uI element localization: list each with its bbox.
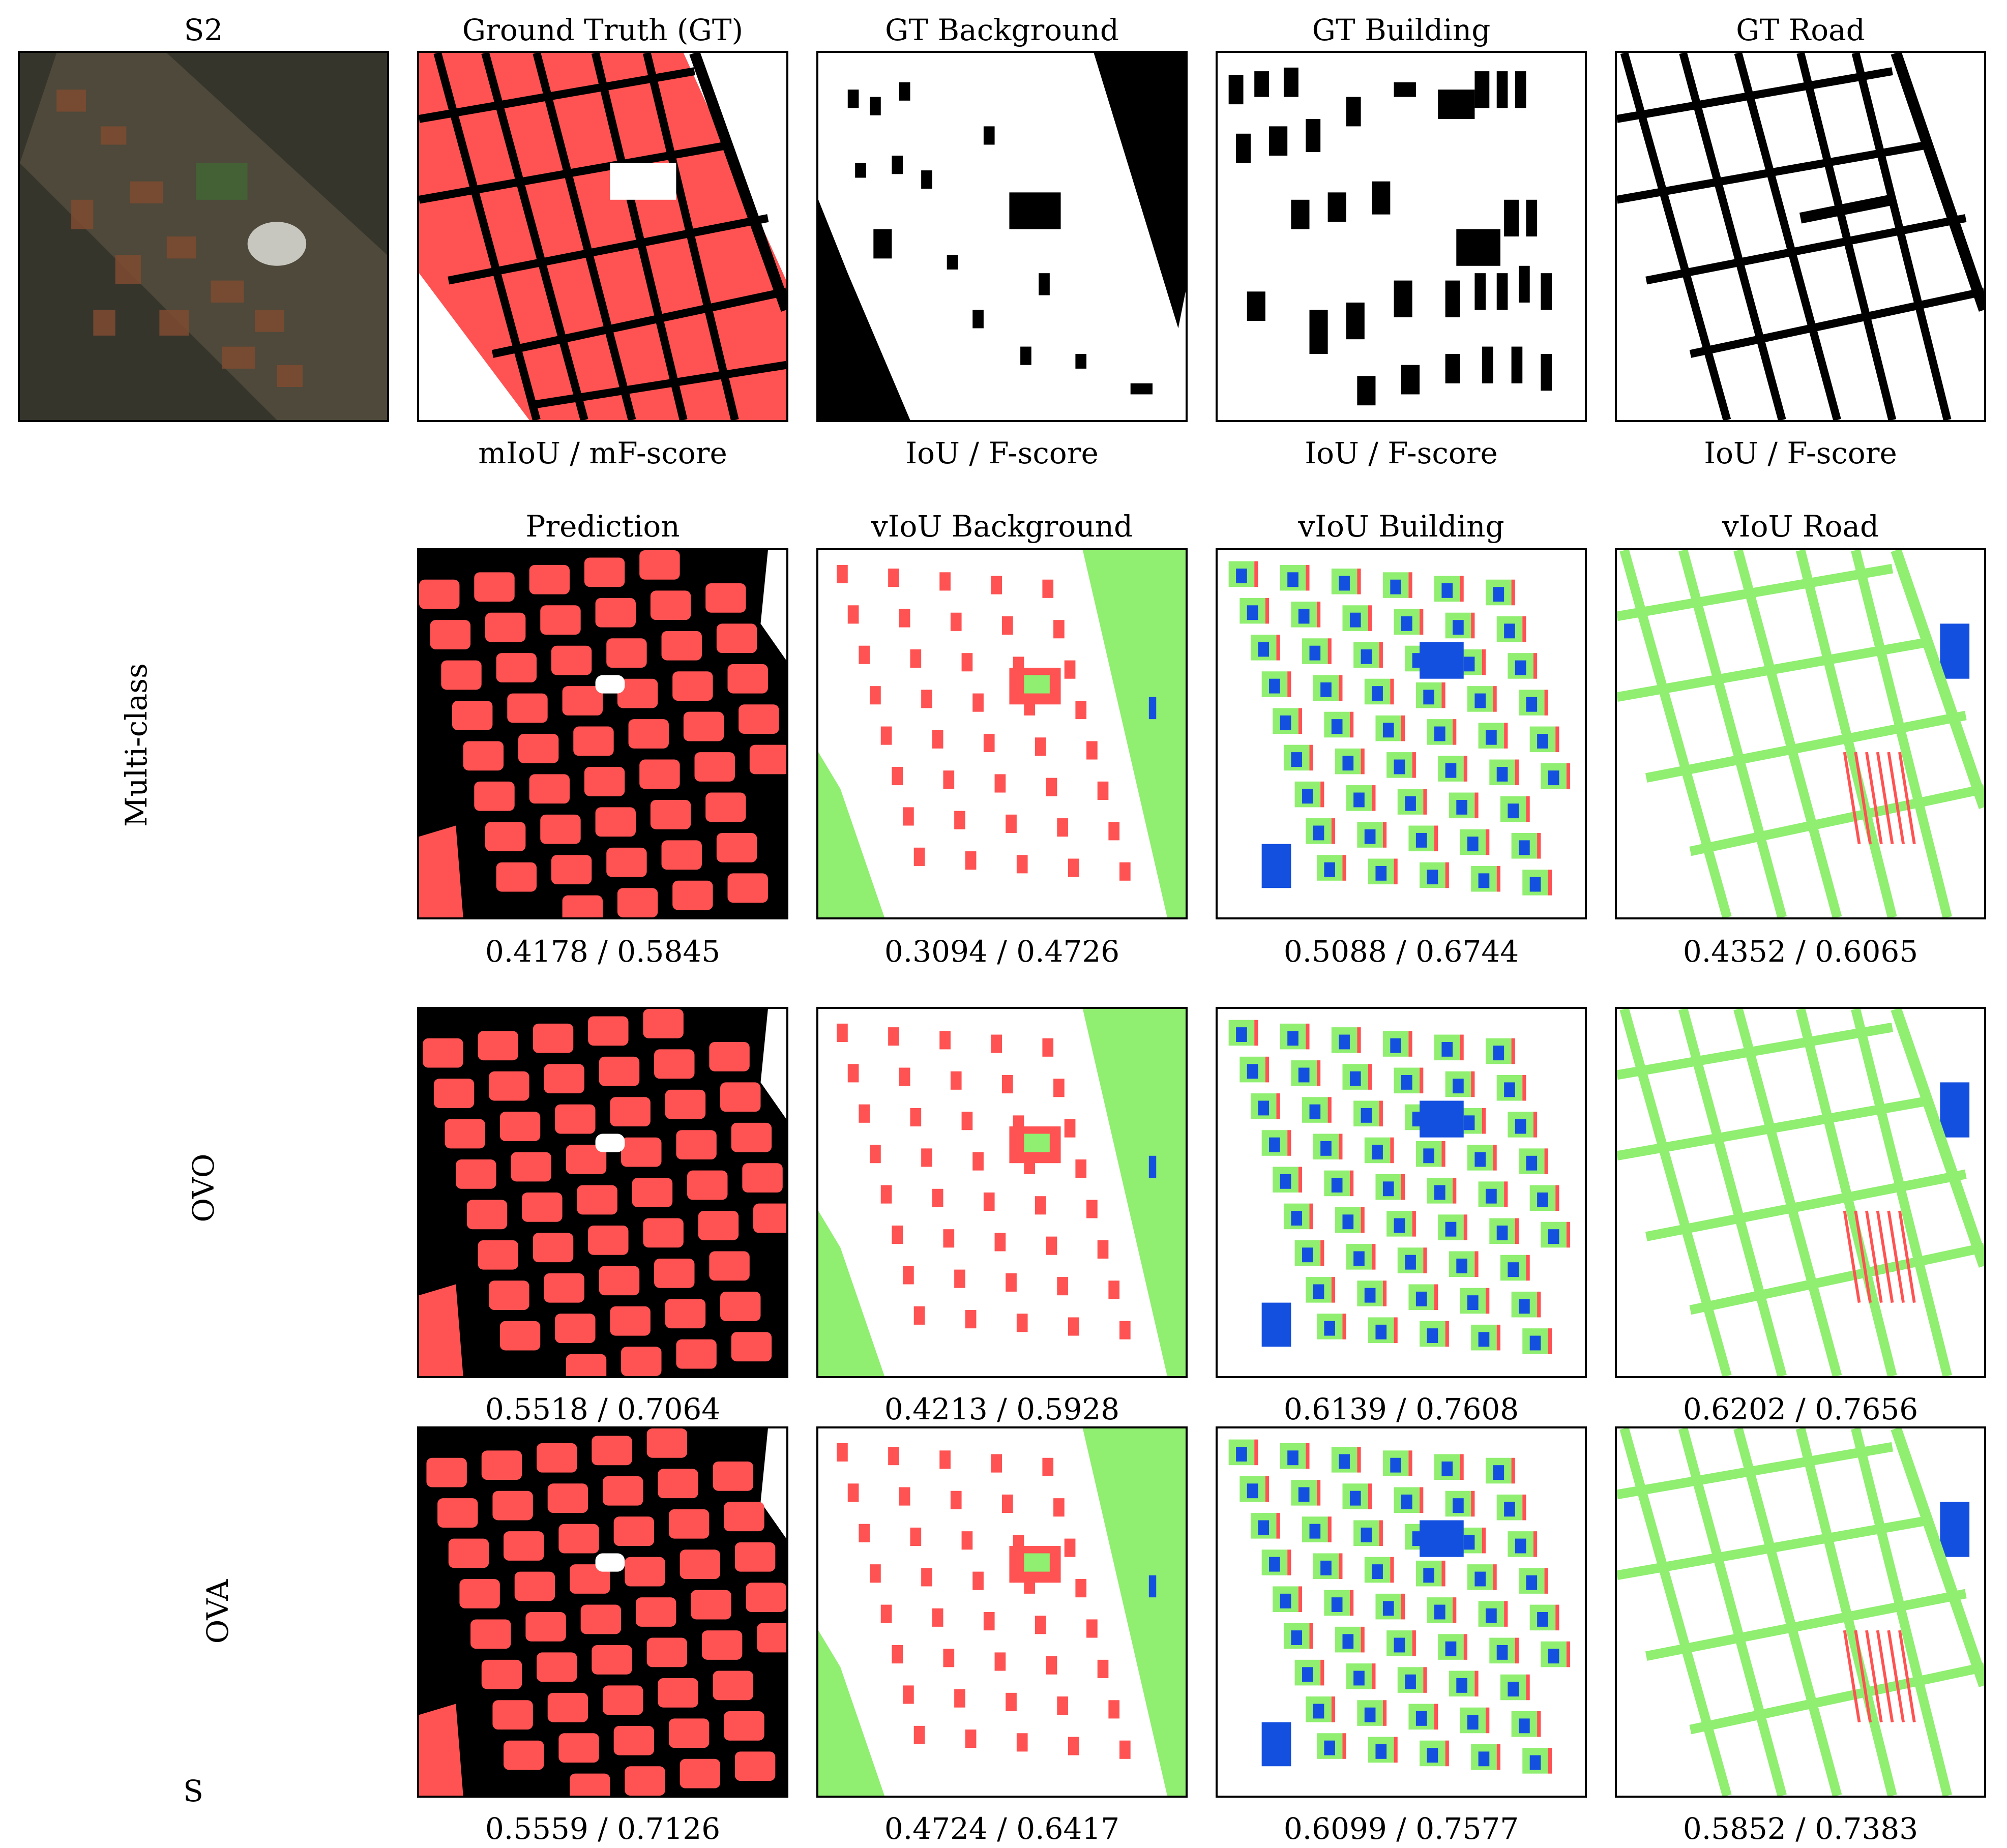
- ovo-viou-background-score: 0.4213 / 0.5928: [884, 1392, 1120, 1426]
- s2-satellite-image: [18, 51, 389, 422]
- multi-class-prediction-panel: [417, 548, 788, 919]
- ovo-prediction-panel: [417, 1007, 788, 1378]
- gt-road-panel: [1615, 51, 1986, 422]
- multi-class-viou-road-score: 0.4352 / 0.6065: [1683, 934, 1919, 969]
- row-label-ovo: OVO: [186, 1153, 221, 1223]
- title-viou-road: vIoU Road: [1722, 509, 1879, 544]
- ova-viou-background-score: 0.4724 / 0.6417: [884, 1811, 1120, 1846]
- multi-class-viou-background-panel: [816, 548, 1188, 919]
- title-gt-road: GT Road: [1736, 13, 1865, 47]
- header-road-iou-fscore: IoU / F-score: [1704, 436, 1897, 470]
- ova-viou-building-panel: [1216, 1426, 1587, 1798]
- title-gt-building: GT Building: [1312, 13, 1491, 47]
- ova-viou-road-panel: [1615, 1426, 1986, 1798]
- title-s2: S2: [184, 13, 223, 47]
- ovo-viou-road-score: 0.6202 / 0.7656: [1683, 1392, 1919, 1426]
- title-viou-building: vIoU Building: [1298, 509, 1504, 544]
- gt-background-panel: [816, 51, 1188, 422]
- ovo-viou-road-panel: [1615, 1007, 1986, 1378]
- gt-building-panel: [1216, 51, 1587, 422]
- row-label-multi-class: Multi-class: [119, 663, 154, 827]
- header-building-iou-fscore: IoU / F-score: [1305, 436, 1498, 470]
- ova-prediction-score: 0.5559 / 0.7126: [485, 1811, 721, 1846]
- ovo-viou-building-panel: [1216, 1007, 1587, 1378]
- title-ground-truth: Ground Truth (GT): [462, 13, 744, 47]
- ovo-prediction-score: 0.5518 / 0.7064: [485, 1392, 721, 1426]
- multi-class-prediction-score: 0.4178 / 0.5845: [485, 934, 721, 969]
- header-miou-mfscore: mIoU / mF-score: [478, 436, 727, 470]
- ova-prediction-panel: [417, 1426, 788, 1798]
- title-viou-background: vIoU Background: [871, 509, 1133, 544]
- title-prediction: Prediction: [525, 509, 680, 544]
- multi-class-viou-background-score: 0.3094 / 0.4726: [884, 934, 1120, 969]
- ground-truth-panel: [417, 51, 788, 422]
- title-gt-background: GT Background: [885, 13, 1119, 47]
- ova-viou-background-panel: [816, 1426, 1188, 1798]
- multi-class-viou-building-panel: [1216, 548, 1587, 919]
- ovo-viou-background-panel: [816, 1007, 1188, 1378]
- corner-letter: S: [183, 1774, 203, 1808]
- ova-viou-building-score: 0.6099 / 0.7577: [1283, 1811, 1519, 1846]
- row-label-ova: OVA: [200, 1579, 235, 1644]
- header-background-iou-fscore: IoU / F-score: [905, 436, 1099, 470]
- ova-viou-road-score: 0.5852 / 0.7383: [1683, 1811, 1919, 1846]
- multi-class-viou-building-score: 0.5088 / 0.6744: [1283, 934, 1519, 969]
- multi-class-viou-road-panel: [1615, 548, 1986, 919]
- ovo-viou-building-score: 0.6139 / 0.7608: [1283, 1392, 1519, 1426]
